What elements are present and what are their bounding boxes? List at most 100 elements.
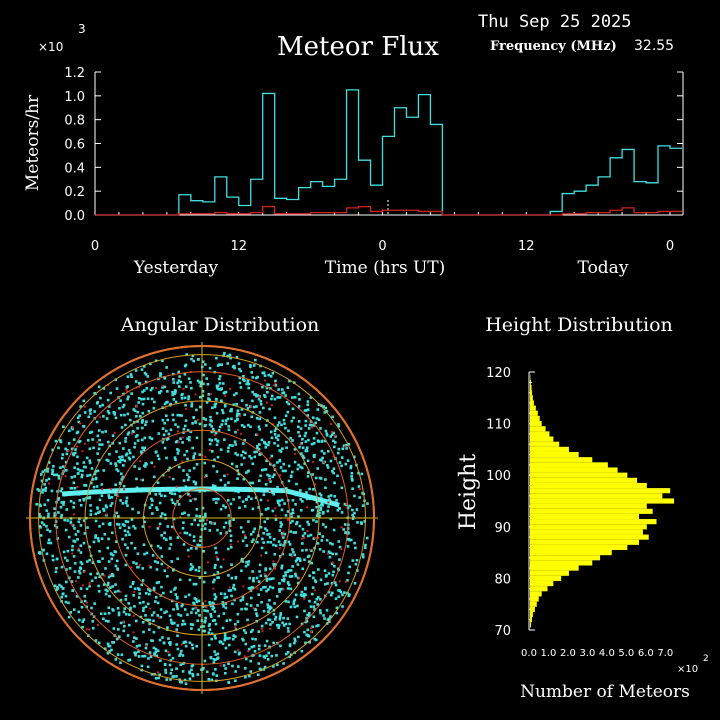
scatter-point bbox=[236, 418, 239, 421]
scatter-point bbox=[106, 642, 110, 646]
scatter-point bbox=[361, 555, 365, 559]
scatter-point bbox=[286, 510, 290, 513]
scatter-point bbox=[223, 634, 227, 638]
scatter-point bbox=[74, 533, 78, 536]
scatter-point bbox=[74, 448, 77, 451]
height-bar bbox=[530, 441, 560, 447]
scatter-point bbox=[115, 450, 118, 453]
scatter-point-red bbox=[148, 564, 151, 567]
scatter-point bbox=[282, 391, 286, 394]
scatter-point bbox=[102, 509, 106, 512]
scatter-point bbox=[293, 553, 297, 557]
scatter-point bbox=[80, 475, 84, 479]
scatter-point bbox=[179, 380, 183, 384]
scatter-point bbox=[215, 674, 219, 677]
scatter-point bbox=[230, 594, 233, 598]
scatter-point bbox=[99, 612, 103, 616]
scatter-point bbox=[197, 523, 200, 527]
scatter-point bbox=[241, 500, 245, 503]
scatter-point bbox=[77, 569, 81, 573]
scatter-point bbox=[138, 592, 141, 595]
scatter-point-red bbox=[132, 631, 135, 634]
scatter-point bbox=[279, 644, 282, 648]
scatter-point bbox=[219, 532, 223, 535]
scatter-point bbox=[324, 486, 327, 490]
scatter-point-red bbox=[239, 432, 242, 435]
scatter-point bbox=[273, 416, 277, 420]
scatter-point bbox=[329, 435, 333, 438]
scatter-point bbox=[171, 477, 175, 481]
scatter-point bbox=[351, 559, 355, 562]
scatter-point-red bbox=[161, 384, 164, 387]
scatter-point bbox=[253, 450, 256, 454]
scatter-point bbox=[212, 573, 216, 576]
scatter-point bbox=[202, 373, 205, 377]
scatter-point bbox=[251, 462, 255, 466]
scatter-point bbox=[303, 434, 307, 438]
scatter-point bbox=[178, 495, 182, 498]
scatter-point-red bbox=[234, 626, 237, 629]
scatter-point bbox=[341, 447, 345, 451]
scatter-point bbox=[58, 439, 62, 442]
scatter-point bbox=[188, 641, 192, 645]
scatter-point bbox=[138, 414, 142, 418]
scatter-point bbox=[335, 606, 339, 610]
scatter-point bbox=[165, 456, 168, 460]
scatter-point bbox=[272, 563, 275, 566]
scatter-point bbox=[264, 508, 268, 511]
scatter-point bbox=[352, 515, 355, 519]
scatter-point bbox=[134, 653, 137, 657]
scatter-point bbox=[88, 473, 92, 477]
scatter-point bbox=[331, 469, 334, 473]
scatter-point bbox=[171, 393, 175, 397]
scatter-point bbox=[333, 445, 336, 449]
scatter-point bbox=[140, 583, 143, 587]
scatter-point bbox=[325, 432, 329, 436]
scatter-point bbox=[234, 623, 237, 626]
scatter-point bbox=[316, 542, 320, 545]
height-y-tick-label: 90 bbox=[494, 521, 511, 536]
scatter-point bbox=[287, 630, 290, 633]
scatter-point bbox=[207, 624, 211, 628]
scatter-point bbox=[237, 652, 241, 656]
scatter-point bbox=[324, 525, 328, 529]
scatter-point-red bbox=[327, 501, 330, 504]
scatter-point bbox=[254, 638, 257, 641]
scatter-point bbox=[72, 438, 76, 441]
scatter-point bbox=[100, 537, 104, 541]
scatter-point bbox=[218, 375, 222, 378]
scatter-point bbox=[219, 640, 223, 644]
scatter-point bbox=[199, 535, 202, 539]
scatter-point bbox=[96, 452, 99, 455]
scatter-point bbox=[165, 610, 168, 613]
scatter-point bbox=[94, 536, 97, 539]
scatter-point bbox=[274, 544, 278, 547]
scatter-point bbox=[188, 533, 192, 537]
scatter-point bbox=[148, 506, 152, 509]
scatter-point-red bbox=[313, 483, 316, 486]
scatter-point bbox=[198, 576, 202, 579]
scatter-point bbox=[336, 451, 340, 455]
scatter-point bbox=[153, 400, 156, 404]
scatter-point bbox=[239, 526, 243, 529]
scatter-point bbox=[152, 611, 156, 614]
scatter-point bbox=[88, 447, 92, 451]
scatter-point bbox=[273, 602, 276, 605]
scatter-point bbox=[109, 552, 113, 555]
scatter-point bbox=[261, 537, 264, 541]
scatter-point bbox=[189, 381, 192, 384]
scatter-point bbox=[242, 456, 246, 460]
scatter-point bbox=[106, 546, 110, 550]
scatter-point bbox=[83, 465, 86, 469]
scatter-point bbox=[211, 619, 215, 623]
scatter-point bbox=[134, 369, 138, 372]
scatter-point bbox=[301, 567, 305, 571]
scatter-point bbox=[147, 410, 151, 413]
scatter-point bbox=[148, 628, 151, 631]
scatter-point bbox=[249, 481, 252, 485]
scatter-point bbox=[151, 554, 155, 557]
scatter-point bbox=[82, 498, 86, 502]
scatter-point bbox=[301, 549, 304, 552]
scatter-point bbox=[70, 476, 74, 479]
